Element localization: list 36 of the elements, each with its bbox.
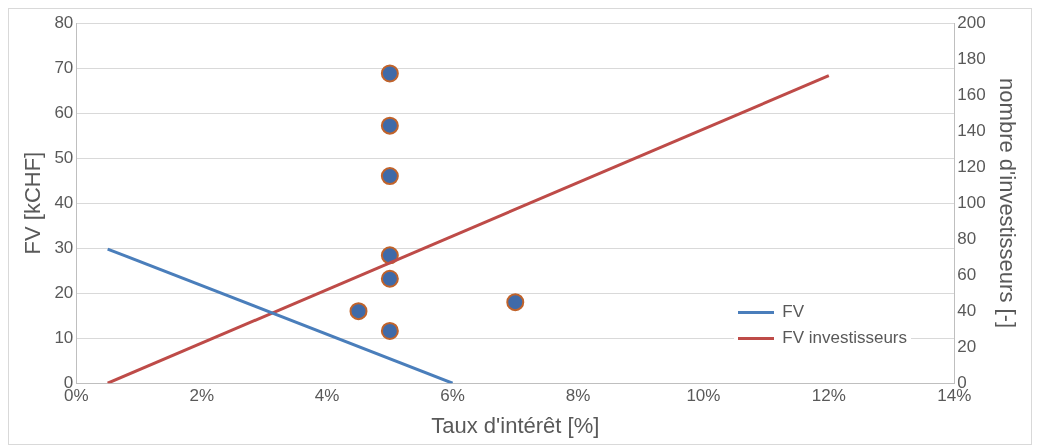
point xyxy=(506,293,525,312)
y-tick-label: 40 xyxy=(54,192,74,212)
y2-tick-label: 140 xyxy=(957,120,986,140)
x-tick-label: 10% xyxy=(686,386,721,406)
y2-tick-label: 200 xyxy=(957,12,986,32)
y-tick-label: 10 xyxy=(54,327,74,347)
y2-tick-label: 180 xyxy=(957,48,986,68)
y-tick-label: 50 xyxy=(54,147,74,167)
x-axis-title: Taux d'intérêt [%] xyxy=(431,412,600,438)
y2-tick-label: 80 xyxy=(957,228,977,248)
y-tick-label: 80 xyxy=(54,12,74,32)
y-axis-title: FV [kCHF] xyxy=(20,151,46,255)
y-tick-label: 20 xyxy=(54,282,74,302)
y2-axis-title: nombre d'investisseurs [-] xyxy=(994,78,1020,329)
point xyxy=(349,302,368,321)
point xyxy=(380,167,399,186)
x-tick-label: 12% xyxy=(811,386,846,406)
point xyxy=(380,116,399,135)
y-tick-label: 30 xyxy=(54,237,74,257)
point xyxy=(380,321,399,340)
x-tick-label: 4% xyxy=(314,386,340,406)
y2-tick-label: 160 xyxy=(957,84,986,104)
x-tick-label: 8% xyxy=(565,386,591,406)
y2-tick-label: 60 xyxy=(957,264,977,284)
y2-tick-label: 20 xyxy=(957,336,977,356)
point xyxy=(380,269,399,288)
y-tick-label: 60 xyxy=(54,102,74,122)
y-tick-label: 70 xyxy=(54,57,74,77)
y2-tick-label: 40 xyxy=(957,300,977,320)
y2-tick-label: 100 xyxy=(957,192,986,212)
legend-label: FV investisseurs xyxy=(782,328,907,348)
y2-tick-label: 120 xyxy=(957,156,986,176)
point xyxy=(380,64,399,83)
x-tick-label: 2% xyxy=(189,386,215,406)
x-tick-label: 6% xyxy=(440,386,465,406)
legend-label: FV xyxy=(782,302,805,322)
